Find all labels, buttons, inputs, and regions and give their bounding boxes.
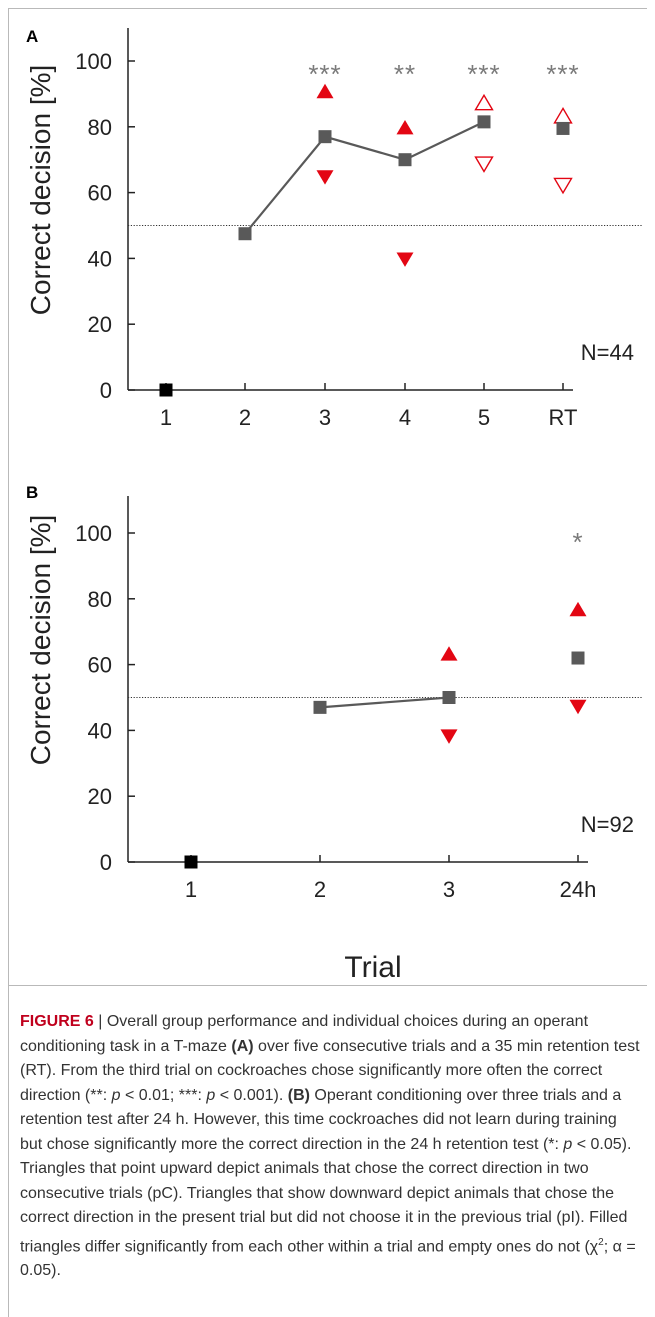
panel-a-x-tick-label: 2: [239, 405, 251, 430]
panel-a-pi-triangle-down: [474, 156, 494, 173]
panel-a-mean-point: [556, 121, 570, 135]
panel-b-y-tick-label: 100: [75, 521, 112, 546]
panel-a-x-tick-label: 5: [478, 405, 490, 430]
panel-b-y-tick-label: 80: [88, 587, 112, 612]
figure-frame-left: [8, 8, 9, 1317]
panel-a-mean-point: [159, 383, 173, 397]
panel-a-x-tick-label: 3: [319, 405, 331, 430]
panel-b-pi-triangle-down: [440, 729, 458, 744]
panel-b-mean-point: [571, 651, 585, 665]
caption-superscript: 2: [598, 1236, 604, 1248]
caption-p-symbol: p: [206, 1086, 216, 1104]
panel-b-y-tick-label: 0: [100, 850, 112, 875]
panel-a-mean-point: [238, 227, 252, 241]
panel-a-pi-triangle-down: [316, 170, 334, 185]
panel-a-pc-triangle-up: [553, 107, 573, 124]
panel-a-pc-triangle-up: [396, 119, 414, 135]
caption-text-5: Operant conditioning over three trials a…: [20, 1086, 622, 1153]
panel-b-x-tick-label: 1: [185, 877, 197, 902]
panel-a-y-tick-label: 20: [88, 312, 112, 337]
panel-b-chart: 0 20 40 60 80 100 1 2 3 24h Correct decision [%] Tr…: [25, 496, 642, 984]
panel-b-y-tick-label: 60: [88, 653, 112, 678]
panel-b-y-axis-title: Correct decision [%]: [25, 515, 56, 766]
caption-text-1: Overall group performance and individual…: [20, 1013, 589, 1055]
panel-a-y-tick-label: 80: [88, 115, 112, 140]
panel-b-x-axis-title: Trial: [344, 951, 401, 984]
panel-a-y-tick-label: 100: [75, 49, 112, 74]
panel-a-n-label: N=44: [581, 340, 634, 365]
panel-a-pc-triangle-up: [316, 83, 334, 99]
panel-a-significance-label: **: [394, 59, 416, 89]
caption-ref-a: (A): [231, 1037, 254, 1055]
panel-b-pc-triangle-up: [440, 646, 458, 661]
panel-a-mean-line: [244, 120, 485, 235]
caption-text-3: < 0.01; ***:: [120, 1086, 207, 1104]
panel-b-mean-line: [319, 696, 450, 709]
panel-b-y-tick-label: 40: [88, 718, 112, 743]
caption-p-symbol: p: [111, 1086, 121, 1104]
panel-a-x-tick-label: 4: [399, 405, 411, 430]
panel-a-significance-label: ***: [546, 59, 579, 89]
panel-a-significance-label: ***: [308, 59, 341, 89]
panel-a-pi-triangle-down: [396, 252, 414, 267]
panel-b-x-tick-label: 24h: [560, 877, 597, 902]
panel-b-significance-label: *: [572, 527, 583, 557]
panel-a-pc-triangle-up: [474, 93, 494, 111]
caption-text-6: < 0.05). Triangles that point upward dep…: [20, 1135, 632, 1255]
panel-a-pi-triangle-down: [553, 177, 573, 195]
panel-a-y-axis-title: Correct decision [%]: [25, 65, 56, 316]
panel-a-mean-point: [398, 153, 412, 167]
panel-a-x-tick-label: RT: [549, 405, 578, 430]
caption-frame-top: [8, 985, 647, 986]
panel-b-pi-triangle-down: [569, 699, 587, 715]
panel-a-significance-label: ***: [467, 59, 500, 89]
figure-frame-top: [8, 8, 647, 9]
caption-text-7: ; α = 0.05).: [20, 1237, 636, 1280]
panel-b-x-tick-label: 2: [314, 877, 326, 902]
panel-a-y-tick-label: 0: [100, 378, 112, 403]
panel-b-mean-point: [313, 700, 327, 714]
panel-b-n-label: N=92: [581, 812, 634, 837]
panel-b-pc-triangle-up: [569, 601, 587, 617]
panel-letter-b: B: [26, 483, 39, 502]
panel-a-chart: 0 20 40 60 80 100 1 2 3 4 5 RT Correct decision [%] N…: [25, 28, 642, 430]
caption-separator: |: [93, 1013, 107, 1030]
panel-b-mean-point: [442, 691, 456, 704]
panel-a-y-tick-label: 60: [88, 181, 112, 206]
figure-caption: FIGURE 6 | Overall group performance and…: [20, 1010, 640, 1284]
caption-figure-label: FIGURE 6: [20, 1013, 94, 1030]
panel-a-y-tick-label: 40: [88, 246, 112, 271]
panel-b-mean-point: [184, 855, 198, 869]
caption-p-symbol: p: [563, 1135, 573, 1153]
panel-letter-a: A: [26, 27, 39, 46]
caption-ref-b: (B): [287, 1086, 310, 1104]
panel-b-y-tick-label: 20: [88, 784, 112, 809]
panel-b-x-tick-label: 3: [443, 877, 455, 902]
caption-text-2: over five consecutive trials and a 35 mi…: [20, 1037, 640, 1104]
caption-text-4: < 0.001).: [215, 1086, 288, 1104]
panel-a-mean-point: [477, 115, 491, 129]
panel-a-x-tick-label: 1: [160, 405, 172, 430]
panel-a-mean-point: [318, 130, 332, 144]
